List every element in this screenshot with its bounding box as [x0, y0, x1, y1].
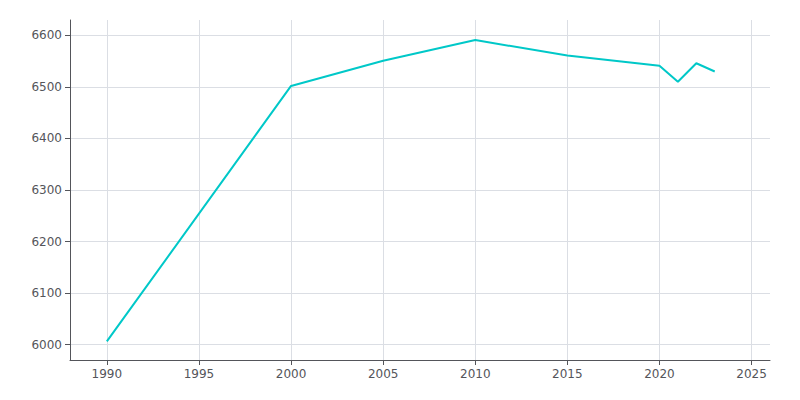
svg-text:2000: 2000	[276, 367, 307, 381]
svg-text:6200: 6200	[31, 235, 62, 249]
svg-text:2015: 2015	[552, 367, 583, 381]
svg-text:1995: 1995	[184, 367, 215, 381]
svg-text:1990: 1990	[92, 367, 123, 381]
svg-text:6100: 6100	[31, 286, 62, 300]
svg-text:6300: 6300	[31, 183, 62, 197]
svg-text:6500: 6500	[31, 80, 62, 94]
svg-text:2025: 2025	[736, 367, 767, 381]
svg-text:2005: 2005	[368, 367, 399, 381]
svg-text:2010: 2010	[460, 367, 491, 381]
svg-text:6000: 6000	[31, 338, 62, 352]
svg-text:6400: 6400	[31, 131, 62, 145]
svg-text:6600: 6600	[31, 28, 62, 42]
svg-text:2020: 2020	[644, 367, 675, 381]
